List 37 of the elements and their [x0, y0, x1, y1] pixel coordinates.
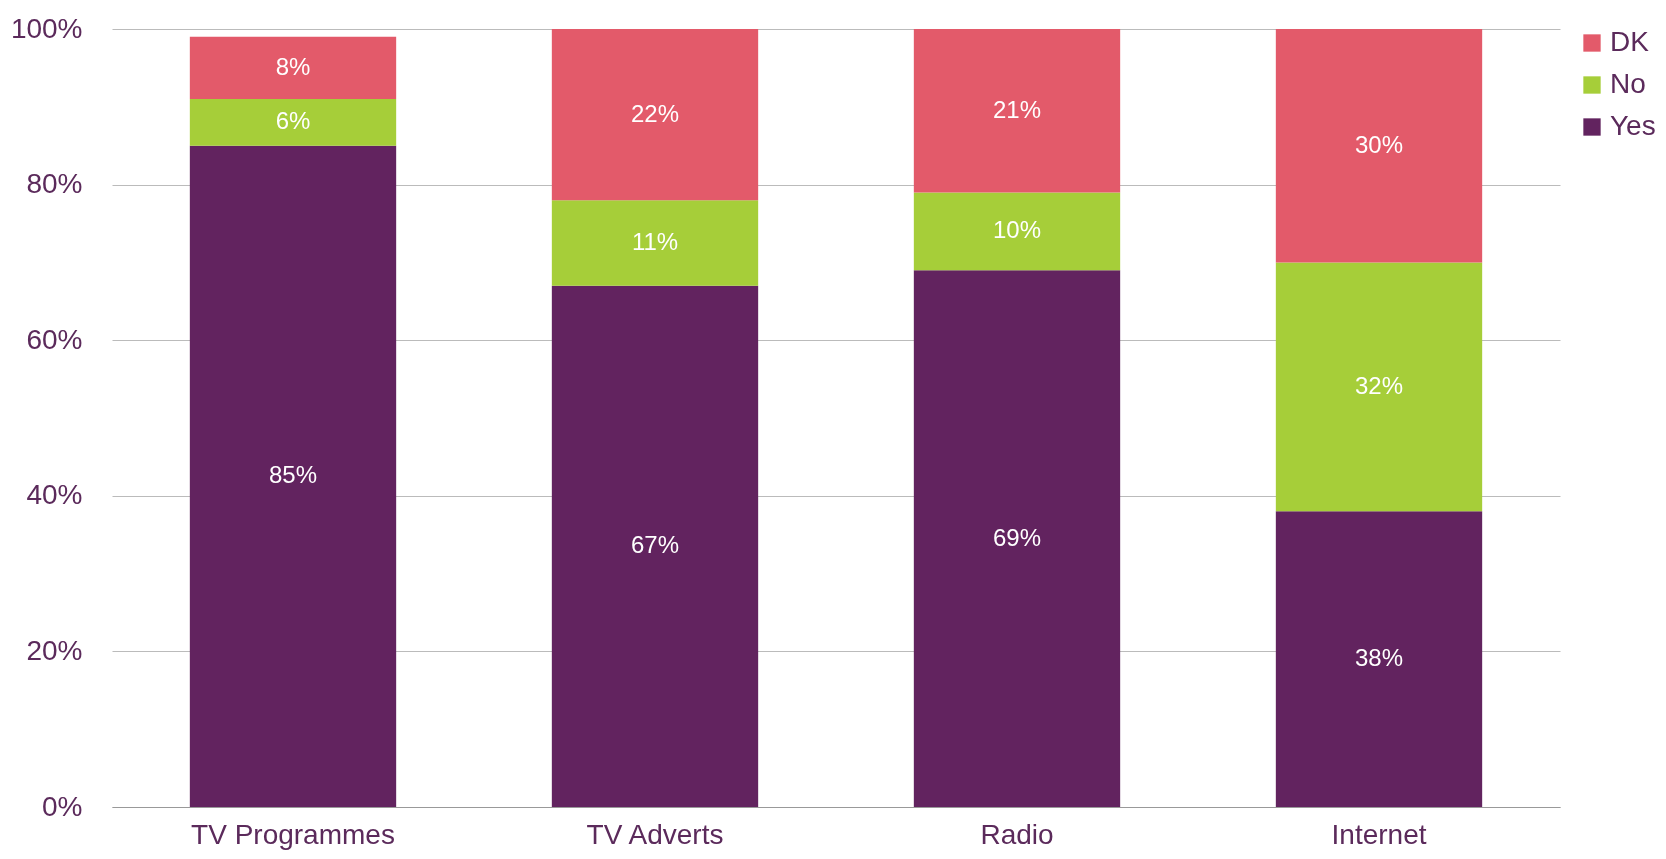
bar — [1275, 511, 1483, 807]
x-tick-label: Internet — [1331, 818, 1427, 850]
bar — [189, 99, 397, 146]
data-label: 10% — [992, 216, 1042, 244]
x-tick-label: TV Adverts — [586, 818, 724, 850]
data-label: 22% — [630, 99, 680, 127]
bar — [551, 200, 759, 286]
data-label: 6% — [275, 107, 311, 135]
data-label: 85% — [268, 461, 318, 489]
data-label: 11% — [631, 227, 679, 255]
bar — [189, 36, 397, 100]
y-tick-label: 100% — [10, 12, 83, 44]
y-tick-label: 0% — [42, 790, 83, 822]
bar — [551, 285, 759, 807]
data-label: 38% — [1354, 644, 1404, 672]
data-label: 67% — [630, 531, 680, 559]
bar — [913, 270, 1121, 807]
bar — [1275, 262, 1483, 512]
bar — [189, 145, 397, 807]
bar — [551, 29, 759, 201]
bar — [913, 192, 1121, 271]
x-tick-label: TV Programmes — [191, 818, 395, 850]
data-label: 32% — [1354, 371, 1404, 399]
data-label: 8% — [275, 52, 311, 80]
legend-label: No — [1610, 68, 1646, 99]
x-tick-label: Radio — [980, 818, 1054, 850]
y-tick-label: 40% — [26, 479, 83, 511]
y-tick-label: 20% — [26, 634, 83, 666]
legend-label: Yes — [1610, 110, 1656, 141]
data-label: 30% — [1354, 130, 1404, 158]
bar — [913, 29, 1121, 193]
legend-label: DK — [1610, 26, 1650, 57]
data-label: 21% — [992, 95, 1042, 123]
bar — [1275, 29, 1483, 263]
data-label: 69% — [992, 523, 1042, 551]
y-tick-label: 80% — [26, 168, 83, 200]
y-tick-label: 60% — [26, 323, 83, 355]
